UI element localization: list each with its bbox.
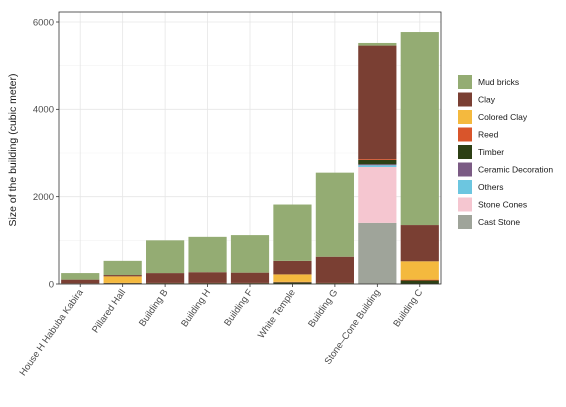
y-tick-label: 6000 (33, 17, 54, 28)
bar-segment (358, 166, 397, 223)
legend-label: Timber (478, 147, 504, 157)
y-axis: 0 2000 4000 6000 (33, 17, 59, 290)
bar-segment (400, 32, 439, 226)
legend-key (458, 215, 472, 229)
bar-segment (146, 273, 185, 283)
bar-segment (358, 165, 397, 167)
legend-key (458, 92, 472, 107)
bar-segment (315, 283, 354, 284)
bar-segment (315, 172, 354, 257)
bar-segment (358, 222, 397, 284)
legend-label: Others (478, 182, 504, 192)
legend-label: Reed (478, 130, 499, 140)
legend-label: Ceramic Decoration (478, 165, 553, 175)
legend-label: Stone Cones (478, 200, 527, 210)
bar-segment (273, 260, 312, 275)
legend-label: Colored Clay (478, 112, 528, 122)
legend-key (458, 127, 472, 142)
legend-label: Mud bricks (478, 77, 519, 87)
bar-segment (358, 159, 397, 160)
bar-segment (188, 283, 227, 284)
legend: Mud bricks Clay Colored Clay Reed Timber Cera… (458, 75, 553, 229)
bar-segment (358, 42, 397, 46)
legend-label: Clay (478, 95, 496, 105)
bar-segment (273, 282, 312, 284)
legend-key (458, 110, 472, 124)
bar-segment (188, 272, 227, 283)
legend-key (458, 145, 472, 159)
bar-segment (103, 275, 142, 277)
bar-segment (230, 283, 270, 284)
bar-segment (400, 261, 439, 280)
bar-segment (188, 236, 227, 273)
y-tick-label: 4000 (33, 105, 54, 116)
bars (61, 32, 439, 284)
bar-segment (358, 164, 397, 166)
legend-key (458, 75, 472, 89)
y-axis-title: Size of the building (cubic meter) (7, 74, 19, 227)
bar-segment (103, 276, 142, 283)
y-tick-label: 0 (49, 279, 54, 290)
bar-segment (358, 45, 397, 160)
legend-key (458, 162, 472, 177)
bar-segment (230, 272, 270, 283)
bar-segment (103, 260, 142, 276)
bar-segment (400, 279, 439, 281)
bar-segment (230, 235, 270, 273)
y-tick-label: 2000 (33, 192, 54, 203)
bar-segment (400, 280, 439, 284)
legend-label: Cast Stone (478, 217, 520, 227)
bar-segment (315, 256, 354, 283)
bar-segment (273, 204, 312, 261)
legend-key (458, 197, 472, 212)
bar-segment (146, 283, 185, 284)
bar-segment (273, 274, 312, 282)
bar-segment (103, 283, 142, 284)
bar-segment (146, 240, 185, 274)
bar-segment (61, 273, 100, 280)
bar-segment (358, 159, 397, 165)
bar-segment (61, 279, 100, 284)
legend-key (458, 180, 472, 194)
bar-segment (400, 225, 439, 262)
